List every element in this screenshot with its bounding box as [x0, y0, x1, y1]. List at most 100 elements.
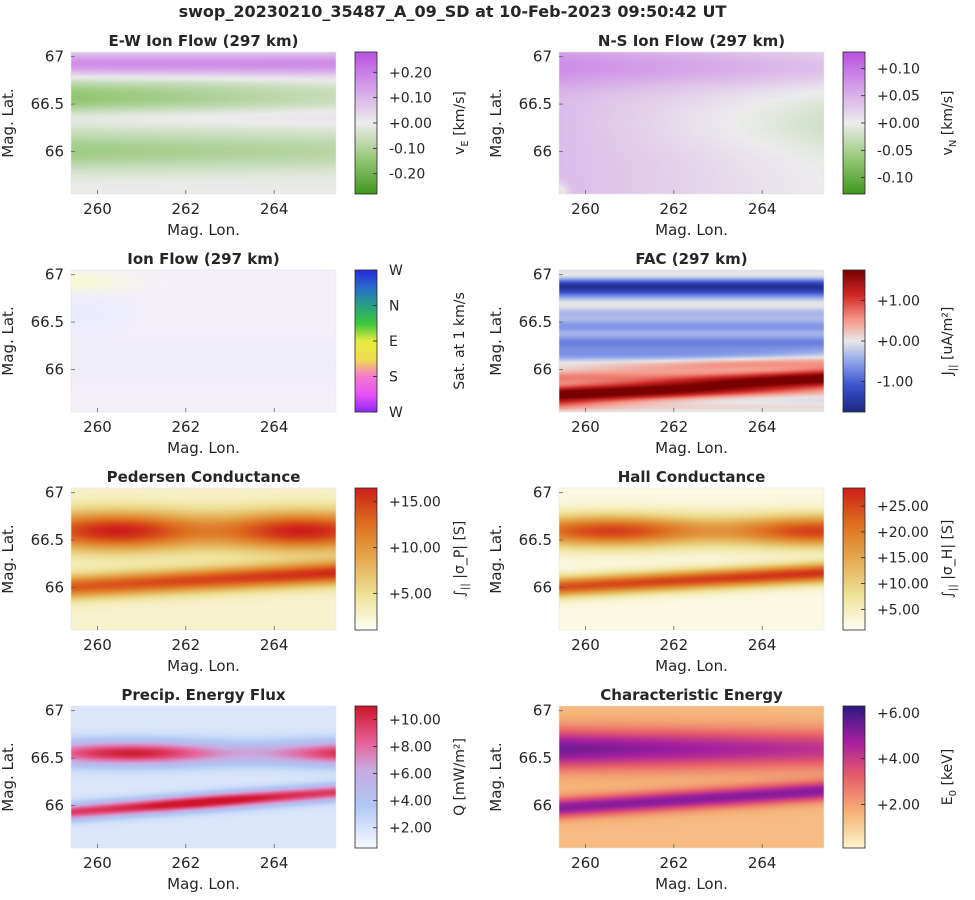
y-tick-label: 66.5 [31, 531, 64, 549]
x-axis-label: Mag. Lon. [655, 221, 728, 239]
y-tick-label: 66 [45, 578, 64, 596]
x-tick-label: 262 [660, 854, 689, 872]
colorbar-gradient [355, 270, 377, 412]
colorbar-label: E0 [keV] [940, 749, 959, 805]
colorbar-tick-label: W [389, 263, 403, 279]
colorbar-tick-label: +8.00 [389, 740, 432, 756]
x-axis-label: Mag. Lon. [655, 657, 728, 675]
chart-title: Hall Conductance [618, 468, 766, 486]
x-tick-label: 260 [83, 418, 112, 436]
colorbar-gradient [355, 488, 377, 630]
x-tick-label: 264 [748, 854, 777, 872]
colorbar-label: vN [km/s] [940, 91, 959, 156]
x-tick-label: 264 [748, 636, 777, 654]
colorbar-label: Q [mW/m²] [452, 738, 468, 816]
plot-frame [70, 705, 337, 849]
colorbar-tick-label: +10.00 [389, 541, 441, 557]
colorbar-tick-label: S [389, 370, 398, 386]
y-tick-label: 67 [533, 484, 552, 502]
y-tick-label: 66.5 [519, 95, 552, 113]
x-tick-label: 260 [571, 854, 600, 872]
colorbar-tick-label: +0.20 [389, 65, 432, 81]
y-axis-label: Mag. Lat. [0, 88, 17, 157]
chart-title: N-S Ion Flow (297 km) [598, 32, 785, 50]
y-tick-label: 66.5 [31, 95, 64, 113]
heatmap-image [559, 706, 824, 848]
chart-title: E-W Ion Flow (297 km) [109, 32, 299, 50]
colorbar-frame [842, 487, 866, 631]
colorbar-gradient [843, 706, 865, 848]
colorbar-label: Sat. at 1 km/s [452, 292, 468, 390]
chart-panel-4: FAC (297 km) 260 262 264 Mag. Lon. 67 66.5 66 Ma… [487, 250, 959, 457]
y-tick-label: 66.5 [31, 313, 64, 331]
y-tick-label: 67 [45, 484, 64, 502]
x-axis-label: Mag. Lon. [167, 875, 240, 893]
x-tick-label: 262 [172, 200, 201, 218]
y-tick-label: 66 [45, 142, 64, 160]
chart-panel-5: Pedersen Conductance 260 262 264 Mag. Lon. 67… [0, 468, 471, 675]
x-axis-label: Mag. Lon. [167, 439, 240, 457]
x-axis-label: Mag. Lon. [655, 875, 728, 893]
colorbar-tick-label: E [389, 334, 398, 350]
y-axis-label: Mag. Lat. [487, 524, 505, 593]
plot-frame [558, 269, 825, 413]
colorbar-gradient [355, 706, 377, 848]
y-tick-label: 66 [533, 360, 552, 378]
colorbar-tick-label: +5.00 [877, 602, 920, 618]
plot-frame [558, 51, 825, 195]
colorbar-tick-label: +0.00 [877, 116, 920, 132]
colorbar-tick-label: +2.00 [877, 797, 920, 813]
heatmap-image [71, 270, 336, 412]
colorbar-frame [842, 705, 866, 849]
y-tick-label: 66.5 [31, 749, 64, 767]
y-tick-label: 67 [45, 48, 64, 66]
colorbar-gradient [355, 52, 377, 194]
x-tick-label: 260 [83, 636, 112, 654]
heatmap-image [71, 488, 336, 630]
x-tick-label: 264 [260, 200, 289, 218]
plot-frame [558, 487, 825, 631]
colorbar-tick-label: -0.10 [389, 141, 425, 157]
y-tick-label: 67 [45, 702, 64, 720]
colorbar-tick-label: +5.00 [389, 586, 432, 602]
colorbar-tick-label: +10.00 [877, 577, 929, 593]
x-tick-label: 264 [260, 636, 289, 654]
chart-panel-3: Ion Flow (297 km) 260 262 264 Mag. Lon. 67 66.… [0, 250, 468, 457]
chart-panel-2: N-S Ion Flow (297 km) 260 262 264 Mag. Lon. 6… [487, 32, 959, 239]
x-axis-label: Mag. Lon. [167, 221, 240, 239]
x-tick-label: 260 [571, 418, 600, 436]
colorbar-tick-label: W [389, 405, 403, 421]
y-tick-label: 66.5 [519, 531, 552, 549]
x-tick-label: 262 [660, 200, 689, 218]
colorbar-frame [354, 705, 378, 849]
y-tick-label: 66 [45, 360, 64, 378]
colorbar-tick-label: -0.20 [389, 167, 425, 183]
chart-title: FAC (297 km) [635, 250, 747, 268]
colorbar-tick-label: N [389, 299, 399, 315]
colorbar-gradient [843, 488, 865, 630]
y-axis-label: Mag. Lat. [0, 306, 17, 375]
plot-frame [558, 705, 825, 849]
y-axis-label: Mag. Lat. [487, 88, 505, 157]
colorbar-tick-label: +6.00 [877, 706, 920, 722]
x-axis-label: Mag. Lon. [167, 657, 240, 675]
heatmap-image [71, 52, 336, 194]
chart-panel-1: E-W Ion Flow (297 km) 260 262 264 Mag. Lon. 6… [0, 32, 471, 239]
colorbar-tick-label: +0.00 [877, 334, 920, 350]
figure-title: swop_20230210_35487_A_09_SD at 10-Feb-20… [178, 2, 727, 21]
x-tick-label: 264 [748, 200, 777, 218]
y-tick-label: 67 [533, 48, 552, 66]
colorbar-gradient [843, 270, 865, 412]
plot-frame [70, 269, 337, 413]
colorbar-label: ∫|| |σ_H| [S] [940, 520, 959, 599]
y-axis-label: Mag. Lat. [487, 306, 505, 375]
heatmap-image [559, 270, 824, 412]
colorbar-tick-label: +2.00 [389, 821, 432, 837]
y-axis-label: Mag. Lat. [0, 524, 17, 593]
colorbar-tick-label: +0.10 [389, 91, 432, 107]
x-tick-label: 262 [172, 418, 201, 436]
chart-title: Precip. Energy Flux [121, 686, 286, 704]
colorbar-tick-label: +15.00 [389, 495, 441, 511]
x-tick-label: 260 [571, 200, 600, 218]
x-tick-label: 262 [660, 418, 689, 436]
